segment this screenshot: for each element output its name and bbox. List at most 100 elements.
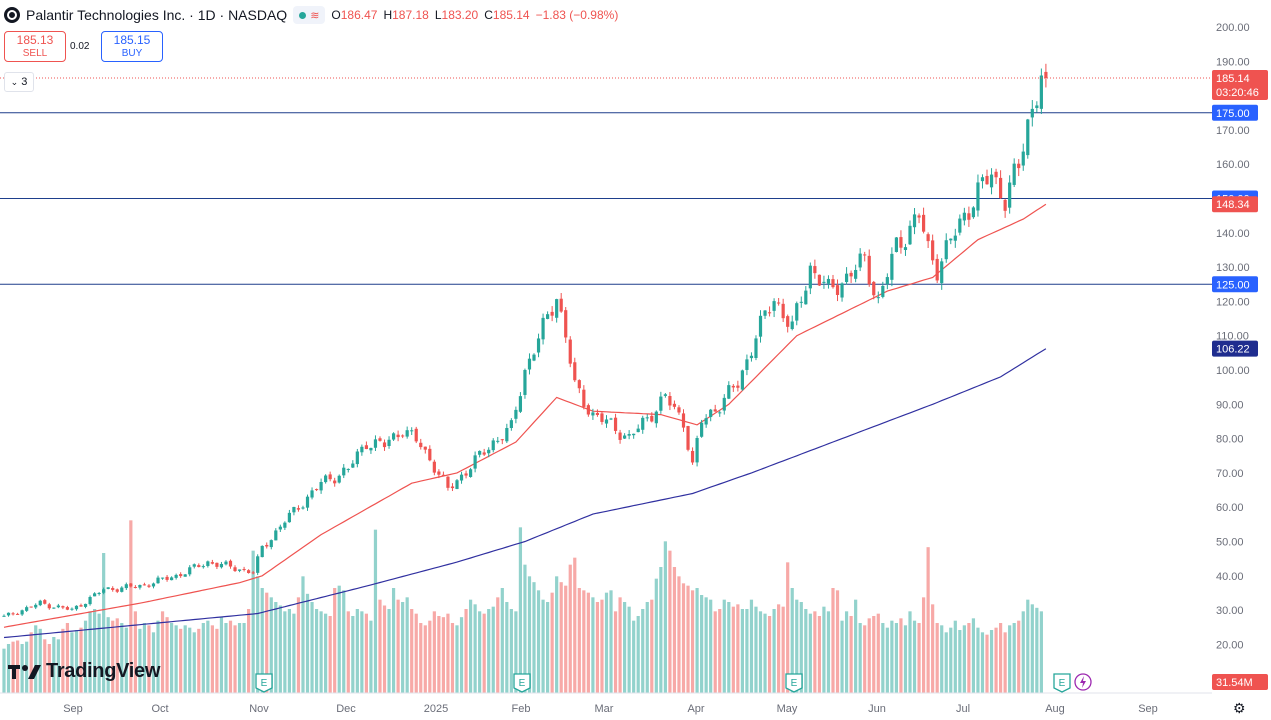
candle[interactable] [378, 436, 382, 442]
candle[interactable] [881, 281, 885, 299]
candle[interactable] [559, 292, 563, 313]
candle[interactable] [668, 392, 672, 411]
candle[interactable] [582, 385, 586, 410]
candle[interactable] [111, 586, 115, 592]
candle[interactable] [165, 574, 169, 582]
symbol-logo-icon[interactable] [4, 7, 20, 23]
candle[interactable] [944, 233, 948, 263]
candle[interactable] [464, 470, 468, 479]
candle[interactable] [65, 605, 70, 611]
candle[interactable] [1044, 63, 1048, 88]
candle[interactable] [314, 488, 319, 492]
candle[interactable] [179, 572, 183, 578]
earnings-marker[interactable]: E [255, 673, 273, 693]
candle[interactable] [496, 436, 500, 444]
sell-button[interactable]: 185.13 SELL [4, 31, 66, 62]
candle[interactable] [296, 505, 301, 512]
candle[interactable] [799, 296, 803, 308]
candle[interactable] [432, 459, 436, 476]
candle[interactable] [831, 274, 835, 289]
candle[interactable] [38, 599, 42, 607]
candle[interactable] [994, 168, 998, 185]
candle[interactable] [573, 357, 577, 383]
candle[interactable] [47, 602, 51, 610]
candle[interactable] [826, 275, 831, 289]
candle[interactable] [1012, 158, 1016, 188]
candle[interactable] [586, 403, 590, 417]
candle[interactable] [387, 436, 391, 449]
candle[interactable] [97, 591, 101, 596]
candle[interactable] [237, 569, 242, 573]
candle[interactable] [790, 315, 794, 331]
candle[interactable] [536, 333, 541, 358]
candle[interactable] [396, 430, 400, 442]
candle[interactable] [20, 609, 24, 616]
market-status[interactable]: ≋ [293, 6, 326, 24]
candle[interactable] [654, 410, 658, 428]
candle[interactable] [360, 444, 364, 456]
candle[interactable] [727, 381, 731, 400]
candle[interactable] [772, 298, 776, 318]
candle[interactable] [763, 310, 767, 319]
candle[interactable] [333, 477, 337, 487]
candle[interactable] [650, 412, 654, 423]
candle[interactable] [219, 561, 224, 569]
candle[interactable] [1021, 143, 1025, 171]
candle[interactable] [604, 415, 609, 428]
candle[interactable] [863, 251, 867, 262]
candle[interactable] [609, 417, 613, 421]
candle[interactable] [600, 411, 604, 425]
candle[interactable] [523, 368, 527, 399]
candle[interactable] [858, 248, 862, 272]
candle[interactable] [672, 400, 677, 410]
candle[interactable] [247, 569, 251, 574]
candle[interactable] [949, 238, 953, 245]
ma-slow-line[interactable] [3, 348, 1047, 639]
candle[interactable] [6, 612, 11, 617]
candle[interactable] [183, 574, 187, 577]
candle[interactable] [459, 471, 464, 484]
candle[interactable] [115, 588, 119, 594]
candle[interactable] [940, 258, 944, 290]
ma-fast-line[interactable] [3, 203, 1047, 628]
candle[interactable] [355, 448, 359, 468]
candle[interactable] [854, 264, 858, 283]
candle[interactable] [822, 275, 826, 289]
candle[interactable] [56, 603, 60, 609]
candle[interactable] [419, 438, 423, 450]
candle[interactable] [867, 249, 871, 287]
candle[interactable] [473, 451, 477, 473]
candle[interactable] [324, 474, 328, 484]
candle[interactable] [935, 254, 939, 283]
settings-icon[interactable]: ⚙ [1233, 700, 1246, 716]
candle[interactable] [93, 592, 97, 597]
candle[interactable] [278, 524, 282, 532]
candle[interactable] [890, 247, 894, 287]
candle[interactable] [840, 282, 844, 302]
candle[interactable] [382, 439, 387, 451]
candle[interactable] [740, 369, 744, 391]
candle[interactable] [931, 234, 935, 265]
candle[interactable] [985, 169, 989, 185]
candle[interactable] [700, 419, 704, 438]
candle[interactable] [767, 306, 772, 317]
candle[interactable] [301, 505, 305, 510]
candle[interactable] [129, 582, 133, 588]
candle[interactable] [160, 577, 165, 580]
candle[interactable] [351, 460, 355, 469]
candle[interactable] [251, 570, 255, 575]
candle[interactable] [976, 174, 980, 217]
candle[interactable] [283, 521, 287, 531]
candle[interactable] [305, 494, 310, 511]
candle[interactable] [686, 425, 690, 452]
candle[interactable] [487, 447, 491, 458]
candle[interactable] [804, 286, 808, 305]
tradingview-logo[interactable]: TradingView [8, 660, 160, 683]
candle[interactable] [894, 237, 899, 253]
candle[interactable] [120, 586, 124, 593]
candle[interactable] [79, 603, 83, 607]
symbol-title[interactable]: Palantir Technologies Inc. · 1D · NASDAQ [26, 7, 288, 23]
candle[interactable] [2, 614, 6, 617]
candle[interactable] [872, 280, 876, 300]
candle[interactable] [613, 413, 618, 435]
